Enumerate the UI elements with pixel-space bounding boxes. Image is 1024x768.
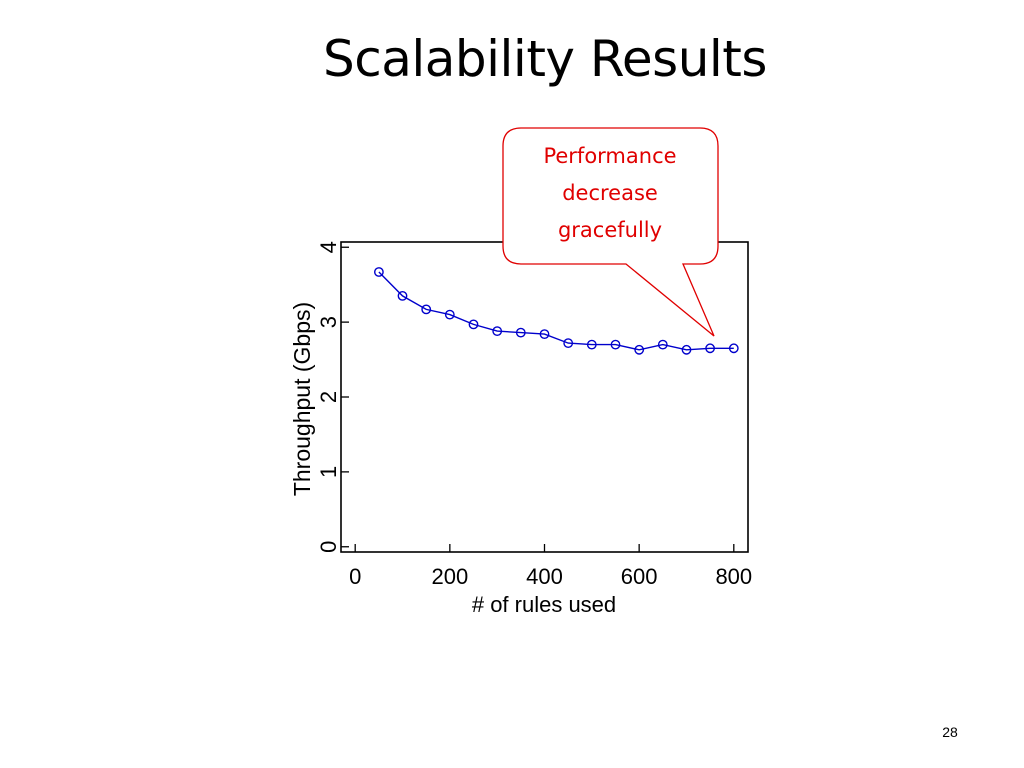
y-tick-label: 0 bbox=[316, 541, 341, 553]
data-point bbox=[657, 339, 668, 350]
y-tick-label: 2 bbox=[316, 391, 341, 403]
data-point bbox=[444, 309, 455, 320]
data-point bbox=[421, 304, 432, 315]
data-point bbox=[539, 329, 550, 339]
slide-title: Scalability Results bbox=[323, 30, 767, 88]
x-tick-label: 400 bbox=[526, 564, 563, 589]
y-tick-label: 4 bbox=[316, 241, 341, 253]
data-point bbox=[515, 327, 526, 338]
data-point bbox=[610, 339, 621, 350]
data-point bbox=[397, 290, 408, 301]
data-point bbox=[681, 344, 692, 355]
callout-shape bbox=[502, 127, 719, 337]
x-tick-label: 600 bbox=[621, 564, 658, 589]
series-line bbox=[378, 271, 734, 351]
series-throughput bbox=[373, 267, 739, 355]
data-point bbox=[468, 319, 479, 330]
y-axis-ticks: 0 1 2 3 4 bbox=[316, 241, 349, 553]
callout-bubble bbox=[502, 127, 719, 337]
data-point bbox=[373, 267, 384, 277]
data-point bbox=[728, 343, 739, 354]
page-number: 28 bbox=[942, 724, 958, 740]
x-axis-ticks: 0 200 400 600 800 bbox=[349, 544, 752, 589]
callout-line-3: gracefully bbox=[557, 218, 663, 242]
x-tick-label: 200 bbox=[431, 564, 468, 589]
data-point bbox=[492, 326, 503, 336]
y-tick-label: 3 bbox=[316, 316, 341, 328]
data-point bbox=[705, 343, 715, 354]
callout-line-1: Performance bbox=[543, 144, 677, 168]
y-tick-label: 1 bbox=[316, 466, 341, 478]
y-axis-label: Throughput (Gbps) bbox=[289, 302, 315, 496]
callout-text: Performance decrease gracefully bbox=[512, 138, 708, 249]
callout-line-2: decrease bbox=[562, 181, 658, 205]
x-tick-label: 800 bbox=[715, 564, 752, 589]
x-axis-label: # of rules used bbox=[472, 592, 616, 617]
x-tick-label: 0 bbox=[349, 564, 361, 589]
data-point bbox=[563, 338, 574, 348]
data-point bbox=[634, 344, 645, 355]
data-point bbox=[586, 339, 597, 350]
